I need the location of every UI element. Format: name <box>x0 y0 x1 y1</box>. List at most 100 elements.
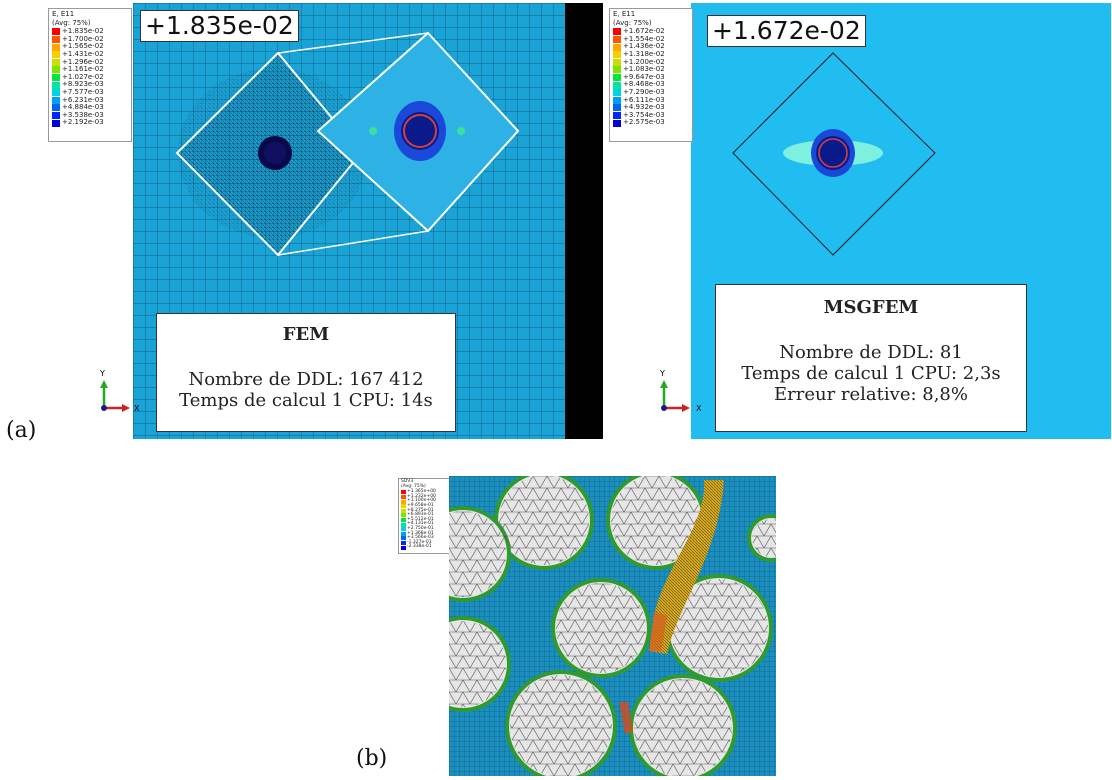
fem-legend-swatch <box>52 112 60 120</box>
panel-b-legend-row: +8.275e-01 <box>399 507 449 514</box>
fem-mesh-panel <box>133 3 565 439</box>
msgfem-legend-row: +1.672e-02 <box>610 28 692 36</box>
fem-legend-value: +1.161e-02 <box>62 65 104 74</box>
panel-b-color-legend: SDV3 (Avg: 75%) +1.365e+00 +1.232e+00 +1.1… <box>398 478 450 554</box>
panel-b-legend-title: SDV3 <box>401 479 414 484</box>
panel-b-legend-value: +9.658e-01 <box>407 502 434 508</box>
msgfem-legend-row: +1.083e-02 <box>610 66 692 74</box>
msgfem-legend-row: +4.932e-03 <box>610 104 692 112</box>
panel-b-legend-row: -2.338e-01 <box>399 545 449 550</box>
fem-legend-row: +1.565e-02 <box>49 43 131 51</box>
msgfem-legend-swatch <box>613 96 621 104</box>
msgfem-legend-row: +6.111e-03 <box>610 96 692 105</box>
panel-b-legend-value: +3.566e-03 <box>407 535 434 541</box>
fem-legend-value: +4.884e-03 <box>62 103 104 112</box>
fem-legend-value: +1.835e-02 <box>62 27 104 36</box>
panel-b-legend-swatch <box>401 508 406 513</box>
msgfem-legend-row: +9.647e-03 <box>610 72 692 82</box>
panel-b-legend-value: +2.750e-01 <box>407 525 434 531</box>
panel-b-legend-swatch <box>401 531 406 536</box>
panel-b-legend-row: +1.232e+00 <box>399 493 449 500</box>
panel-b-legend-value: -2.338e-01 <box>407 544 432 550</box>
fem-max-value: +1.835e-02 <box>140 10 299 42</box>
panel-b-legend-swatch <box>401 499 406 504</box>
fem-legend-row: +1.296e-02 <box>49 57 131 67</box>
panel-b-legend-value: +4.131e-01 <box>407 521 434 527</box>
panel-b-legend-swatch <box>401 545 406 550</box>
msgfem-legend-subtitle: (Avg: 75%) <box>613 18 652 27</box>
fem-legend-row: +1.027e-02 <box>49 73 131 82</box>
panel-b-legend-rows: +1.365e+00 +1.232e+00 +1.100e+00 +9.658e-01… <box>399 490 449 550</box>
label-a: (a) <box>6 418 37 443</box>
panel-b-legend-value: +1.232e+00 <box>407 493 436 499</box>
msgfem-legend-row: +3.754e-03 <box>610 110 692 120</box>
panel-b-legend-row: +3.566e-03 <box>399 536 449 541</box>
fem-box-title: FEM <box>282 324 330 345</box>
fem-legend-row: +3.538e-03 <box>49 111 131 120</box>
msgfem-legend-row: +1.554e-02 <box>610 35 692 44</box>
msgfem-legend-value: +2.575e-03 <box>623 118 665 127</box>
panel-b-legend-value: +1.100e+00 <box>407 498 436 504</box>
msgfem-box-title: MSGFEM <box>823 297 919 318</box>
fem-legend-swatch <box>52 74 60 82</box>
fem-legend-row: +6.231e-03 <box>49 96 131 105</box>
msgfem-legend-row: +8.468e-03 <box>610 81 692 89</box>
msgfem-legend-swatch <box>613 119 621 127</box>
fem-legend-row: +1.431e-02 <box>49 49 131 59</box>
fem-legend-subtitle: (Avg: 75%) <box>52 18 91 27</box>
fem-legend-row: +2.192e-03 <box>49 119 131 127</box>
msgfem-legend-swatch <box>613 104 621 112</box>
panel-b-legend-row: +4.131e-01 <box>399 522 449 527</box>
fem-legend-swatch <box>52 119 60 127</box>
fem-legend-swatch <box>52 58 60 66</box>
msgfem-legend-value: +3.754e-03 <box>623 110 665 119</box>
msgfem-legend-value: +4.932e-03 <box>623 103 665 112</box>
panel-b-legend-row: +5.512e-01 <box>399 517 449 523</box>
fem-legend-value: +1.565e-02 <box>62 42 104 51</box>
msgfem-legend-row: +1.436e-02 <box>610 43 692 51</box>
panel-b-legend-value: +1.368e-01 <box>407 530 434 536</box>
msgfem-error-line: Erreur relative: 8,8% <box>774 384 968 405</box>
msgfem-legend-rows: +1.672e-02 +1.554e-02 +1.436e-02 +1.318e-02… <box>610 28 692 127</box>
msgfem-max-value: +1.672e-02 <box>707 15 866 47</box>
fem-legend-swatch <box>52 89 60 97</box>
fem-color-legend: E, E11 (Avg: 75%) +1.835e-02 +1.700e-02 +1… <box>48 8 132 142</box>
panel-b-legend-swatch <box>401 536 406 541</box>
fem-legend-swatch <box>52 43 60 51</box>
fem-cpu-line: Temps de calcul 1 CPU: 14s <box>179 390 433 411</box>
panel-b-legend-value: +8.275e-01 <box>407 507 434 513</box>
msgfem-legend-value: +9.647e-03 <box>623 72 665 81</box>
panel-b-legend-swatch <box>401 518 406 523</box>
panel-b-legend-row: +6.893e-01 <box>399 513 449 518</box>
fem-legend-rows: +1.835e-02 +1.700e-02 +1.565e-02 +1.431e-02… <box>49 28 131 127</box>
msgfem-dof-line: Nombre de DDL: 81 <box>779 342 963 363</box>
fem-legend-row: +1.835e-02 <box>49 28 131 36</box>
fem-legend-value: +2.192e-03 <box>62 118 104 127</box>
fem-legend-value: +1.431e-02 <box>62 49 104 58</box>
fem-legend-row: +8.923e-03 <box>49 81 131 89</box>
msgfem-legend-swatch <box>613 36 621 44</box>
msgfem-legend-swatch <box>613 28 621 36</box>
msgfem-legend-value: +1.672e-02 <box>623 27 665 36</box>
fem-legend-value: +1.700e-02 <box>62 34 104 43</box>
panel-b-legend-subtitle: (Avg: 75%) <box>401 483 426 489</box>
msgfem-legend-swatch <box>613 89 621 97</box>
msgfem-legend-swatch <box>613 112 621 120</box>
msgfem-legend-swatch <box>613 51 621 59</box>
fem-legend-row: +7.577e-03 <box>49 88 131 97</box>
fem-legend-swatch <box>52 36 60 44</box>
msgfem-info-box: MSGFEM Nombre de DDL: 81 Temps de calcul… <box>715 284 1027 432</box>
panel-b-legend-swatch <box>401 527 406 532</box>
msgfem-legend-value: +7.290e-03 <box>623 87 665 96</box>
fem-x-label: X <box>134 404 140 413</box>
panel-divider <box>565 3 603 439</box>
fem-legend-title: E, E11 <box>52 10 75 18</box>
fem-legend-value: +1.296e-02 <box>62 57 104 66</box>
fem-legend-swatch <box>52 104 60 112</box>
fem-legend-row: +1.700e-02 <box>49 34 131 44</box>
panel-b-legend-value: +6.893e-01 <box>407 512 434 518</box>
fem-info-box: FEM Nombre de DDL: 167 412 Temps de calc… <box>156 313 456 432</box>
msgfem-cpu-line: Temps de calcul 1 CPU: 2,3s <box>741 363 1001 384</box>
msgfem-legend-row: +2.575e-03 <box>610 119 692 127</box>
msgfem-legend-value: +1.318e-02 <box>623 49 665 58</box>
